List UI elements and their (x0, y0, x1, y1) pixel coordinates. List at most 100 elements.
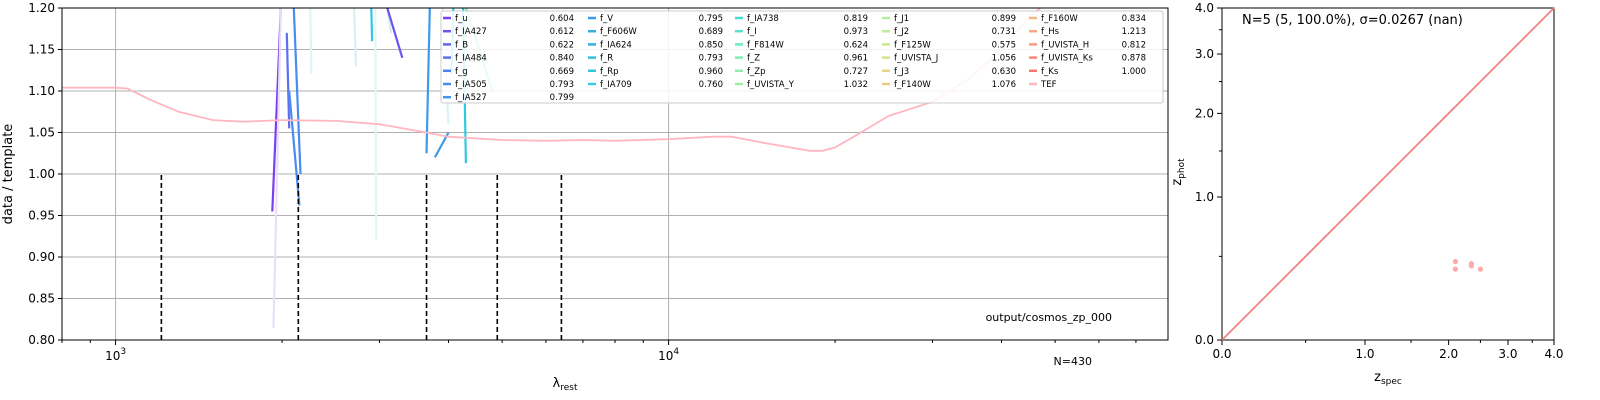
one-to-one-line (1221, 7, 1555, 341)
legend-value: 0.850 (699, 40, 723, 50)
legend-value: 1.076 (992, 80, 1016, 90)
legend-label: f_R (600, 54, 613, 64)
y-axis-label: zphot (1170, 158, 1187, 186)
legend-box (440, 10, 1164, 104)
legend-label: f_IA709 (600, 80, 632, 90)
y-tick-label: 0.90 (28, 250, 55, 264)
residual-segment (272, 8, 282, 328)
scatter-point (1468, 263, 1474, 269)
legend: f_u 0.604 f_IA427 0.612 f_B 0.622 f_IA484 0.840… (440, 10, 1164, 104)
legend-value: 0.604 (550, 14, 574, 24)
tef-curve (62, 8, 1041, 152)
residual-segment (386, 8, 404, 59)
residual-segment (425, 8, 431, 154)
legend-value: 0.899 (992, 14, 1016, 24)
legend-value: 0.630 (992, 67, 1016, 77)
legend-value: 0.973 (844, 27, 868, 37)
y-tick-label: 0.80 (28, 333, 55, 347)
x-tick-label: 4.0 (1544, 347, 1563, 361)
legend-value: 0.575 (992, 40, 1016, 50)
y-tick-label: 3.0 (1195, 47, 1214, 61)
residual-segment (292, 8, 302, 175)
legend-label: f_F125W (894, 40, 931, 50)
legend-value: 0.961 (844, 54, 868, 64)
legend-value: 0.878 (1122, 54, 1146, 64)
scatter-point (1477, 266, 1484, 272)
y-tick-label: 1.20 (28, 1, 55, 15)
legend-label: f_g (455, 67, 468, 77)
y-tick-label: 1.00 (28, 167, 55, 181)
y-tick-label: 1.15 (28, 43, 55, 57)
legend-value: 1.032 (844, 80, 868, 90)
annotation-output-path: output/cosmos_zp_000 (986, 311, 1112, 324)
residual-chart: 0.80 0.85 0.90 0.95 1.00 1.05 1.10 1.15 1.20 103 1… (1, 1, 1169, 393)
x-tick-label: 3.0 (1498, 347, 1517, 361)
legend-label: f_IA738 (747, 14, 779, 24)
legend-label: f_F814W (747, 40, 784, 50)
legend-value: 0.799 (550, 93, 574, 103)
legend-label: f_B (455, 40, 468, 50)
y-tick-label: 1.10 (28, 84, 55, 98)
legend-label: f_UVISTA_Ks (1041, 54, 1093, 64)
legend-label: f_Hs (1041, 27, 1060, 37)
legend-value: 0.727 (844, 67, 868, 77)
residual-segment (370, 8, 374, 42)
x-tick-label: 2.0 (1439, 347, 1458, 361)
legend-label: f_J1 (894, 14, 909, 24)
legend-label: f_Rp (600, 67, 619, 77)
legend-label: f_u (455, 14, 468, 24)
legend-value: 0.793 (699, 54, 723, 64)
legend-value: 0.612 (550, 27, 574, 37)
y-tick-label: 0.95 (28, 209, 55, 223)
y-tick-label: 4.0 (1195, 1, 1214, 15)
legend-label: f_IA484 (455, 54, 487, 64)
legend-label: f_UVISTA_J (894, 54, 938, 64)
residual-segment (309, 8, 313, 75)
legend-label: f_IA427 (455, 27, 487, 37)
y-tick-label: 1.05 (28, 126, 55, 140)
x-axis-label: λrest (553, 376, 578, 393)
legend-value: 1.213 (1122, 27, 1146, 37)
legend-label: TEF (1040, 80, 1057, 90)
chart-title: N=5 (5, 100.0%), σ=0.0267 (nan) (1242, 13, 1463, 28)
axes-frame (1221, 7, 1555, 341)
legend-value: 0.960 (699, 67, 723, 77)
legend-value: 0.812 (1122, 40, 1146, 50)
scatter-point (1452, 266, 1458, 272)
legend-value: 0.689 (699, 27, 723, 37)
legend-label: f_F140W (894, 80, 931, 90)
legend-value: 0.622 (550, 40, 574, 50)
y-tick-label: 0.85 (28, 292, 55, 306)
legend-label: f_Ks (1041, 67, 1059, 77)
x-axis-label: zspec (1374, 370, 1402, 387)
annotation-n: N=430 (1054, 355, 1092, 368)
y-tick-label: 0.0 (1195, 333, 1214, 347)
y-tick-label: 2.0 (1195, 106, 1214, 120)
legend-label: f_J3 (894, 67, 909, 77)
legend-label: f_V (600, 14, 613, 24)
residual-segment (285, 32, 291, 129)
legend-label: f_F606W (600, 27, 637, 37)
legend-label: f_IA505 (455, 80, 487, 90)
legend-label: f_UVISTA_Y (747, 80, 795, 90)
legend-label: f_IA624 (600, 40, 632, 50)
x-tick-label: 103 (105, 347, 126, 363)
x-tick-label: 0.0 (1212, 347, 1231, 361)
scatter-point (1452, 258, 1458, 265)
plot-area (62, 8, 1041, 340)
y-tick-label: 1.0 (1195, 190, 1214, 204)
legend-value: 0.669 (550, 67, 574, 77)
zphot-zspec-chart: 0.0 1.0 2.0 3.0 4.0 0.0 1.0 2.0 3.0 4.0 N=5 (5, 10… (1170, 1, 1564, 387)
legend-label: f_IA527 (455, 93, 487, 103)
legend-label: f_Z (747, 54, 760, 64)
legend-value: 0.793 (550, 80, 574, 90)
legend-value: 0.840 (550, 54, 574, 64)
legend-value: 0.795 (699, 14, 723, 24)
legend-value: 0.834 (1122, 14, 1146, 24)
x-tick-label: 1.0 (1355, 347, 1374, 361)
legend-value: 1.056 (992, 54, 1016, 64)
legend-label: f_J2 (894, 27, 909, 37)
legend-value: 0.731 (992, 27, 1016, 37)
legend-value: 0.624 (844, 40, 868, 50)
